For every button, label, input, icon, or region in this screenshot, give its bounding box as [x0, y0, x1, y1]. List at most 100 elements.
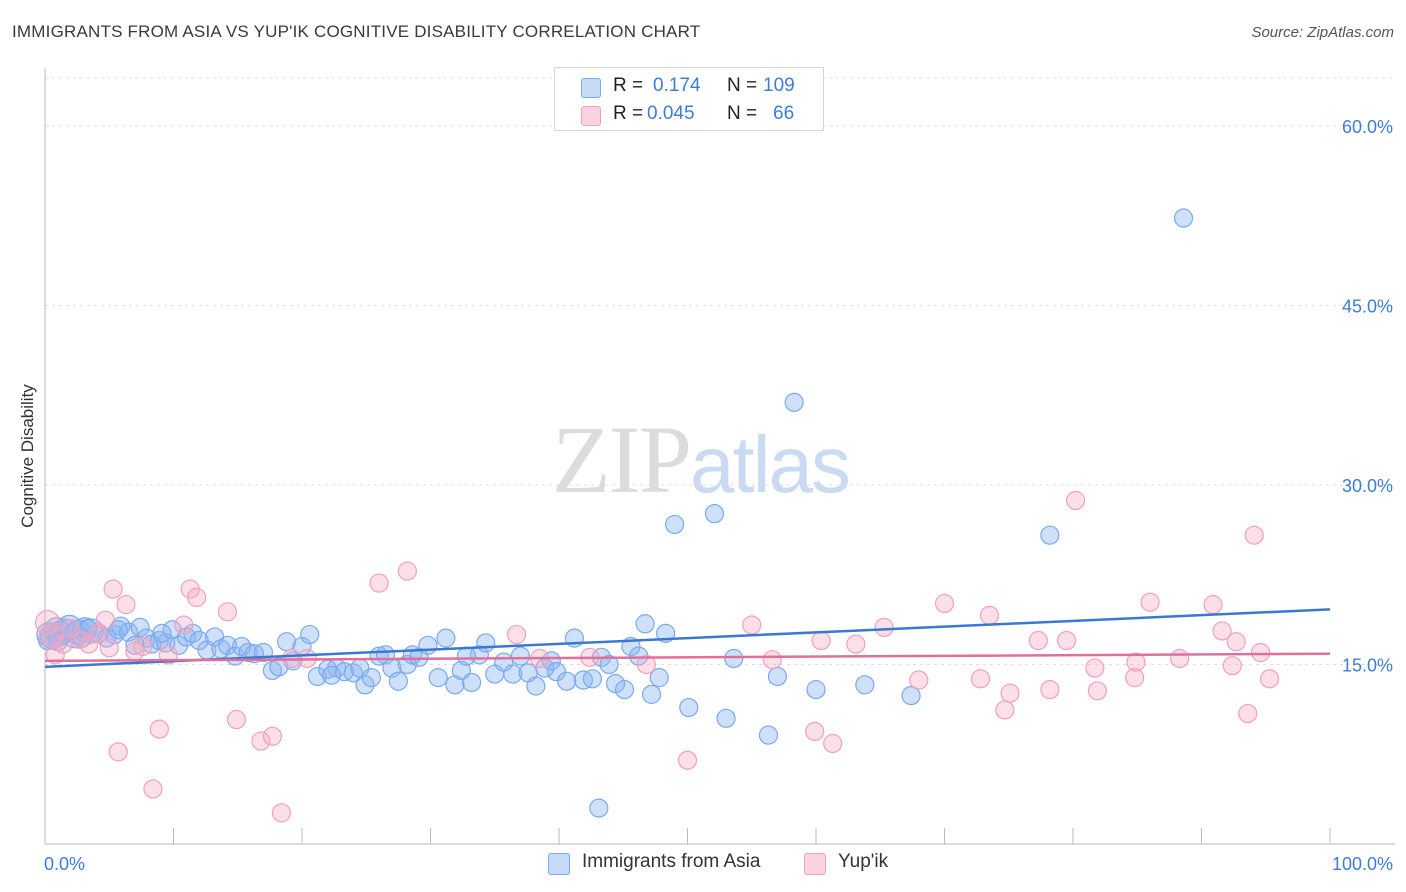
yupik-point [133, 636, 153, 657]
yupik-point [1000, 683, 1020, 703]
yupik-point [251, 731, 271, 751]
legend-swatch-yupik [804, 853, 826, 875]
asia-point [503, 664, 523, 684]
y-tick-label: 45.0% [1342, 296, 1393, 316]
legend-label-yupik: Yup'ik [838, 851, 889, 872]
yupik-point [103, 579, 123, 599]
y-axis-label: Cognitive Disability [18, 384, 37, 528]
asia-point [784, 392, 804, 412]
yupik-point [1125, 668, 1145, 688]
legend-r-label: R = [613, 75, 644, 96]
yupik-point [934, 593, 955, 614]
yupik-point [1056, 630, 1077, 651]
asia-point [462, 672, 482, 693]
asia-point [307, 666, 328, 687]
yupik-point [677, 750, 698, 770]
asia-point [361, 668, 381, 688]
asia-point [541, 651, 561, 671]
legend-n-label: N = [727, 75, 758, 96]
yupik-point [217, 602, 238, 622]
yupik-point [1226, 632, 1246, 652]
y-tick-label: 15.0% [1342, 655, 1393, 675]
yupik-point [636, 654, 656, 675]
asia-point [526, 676, 546, 696]
asia-point [189, 630, 209, 651]
yupik-point [1251, 642, 1271, 663]
yupik-point [38, 623, 65, 649]
yupik-point [970, 669, 991, 689]
yupik-point [979, 605, 1000, 625]
yupik-point [108, 742, 128, 762]
asia-point [418, 635, 438, 655]
yupik-point [1244, 525, 1264, 545]
yupik-point [506, 624, 527, 645]
legend-n-value: 109 [763, 75, 795, 96]
yupik-point [143, 779, 163, 799]
asia-point [456, 646, 477, 666]
legend-r-value: 0.045 [647, 103, 695, 124]
asia-point [108, 620, 128, 640]
source-label: Source: ZipAtlas.com [1251, 24, 1394, 41]
yupik-point [1126, 652, 1146, 672]
asia-point [582, 669, 603, 689]
asia-point [557, 671, 577, 691]
asia-point [901, 685, 921, 706]
asia-point [321, 665, 342, 685]
yupik-point [811, 630, 831, 651]
legend-label-asia: Immigrants from Asia [582, 851, 761, 872]
yupik-point [1140, 592, 1160, 612]
yupik-point [1028, 630, 1048, 651]
yupik-point [1170, 648, 1190, 669]
yupik-point [1040, 680, 1060, 700]
yupik-point [174, 615, 194, 635]
asia-point [1173, 208, 1194, 228]
yupik-point [271, 803, 292, 823]
yupik-point [846, 634, 866, 654]
asia-point [388, 671, 408, 691]
asia-point [510, 646, 531, 666]
x-tick-label: 100.0% [1332, 854, 1393, 874]
yupik-point [1238, 703, 1258, 724]
legend-n-value: 66 [773, 103, 795, 124]
asia-point [704, 504, 725, 524]
yupik-point [995, 700, 1015, 720]
asia-point [77, 618, 98, 639]
asia-point [262, 660, 283, 681]
asia-point [355, 675, 375, 695]
watermark-atlas: atlas [690, 420, 851, 509]
watermark-zip: ZIP [552, 406, 692, 513]
asia-point [599, 654, 619, 675]
yupik-point [805, 721, 825, 742]
yupik-point [762, 650, 782, 670]
legend-swatch-asia [548, 853, 570, 875]
y-tick-label: 60.0% [1342, 117, 1393, 137]
yupik-point [1260, 669, 1280, 689]
asia-point [635, 614, 655, 634]
x-tick-label: 0.0% [44, 854, 85, 874]
yupik-point [742, 615, 762, 635]
asia-point [649, 668, 669, 688]
asia-point [476, 633, 496, 653]
asia-point [665, 514, 685, 535]
asia-point [641, 684, 662, 704]
yupik-point [874, 617, 894, 637]
asia-point [546, 662, 567, 682]
yupik-trend-line [44, 652, 1331, 663]
yupik-point [226, 709, 247, 730]
legend-swatch-asia [581, 78, 601, 98]
asia-point [614, 680, 635, 700]
asia-point [176, 627, 196, 647]
asia-point [716, 708, 736, 728]
asia-point [130, 617, 150, 637]
legend-n-label: N = [727, 103, 758, 124]
asia-point [679, 697, 699, 718]
asia-point [1040, 525, 1060, 545]
asia-point [217, 635, 238, 655]
legend-row-yupik: R = 0.045 N = 66 [555, 101, 823, 129]
correlation-legend: R = 0.174 N = 109 R = 0.045 N = 66 [554, 67, 824, 131]
yupik-point [1222, 656, 1242, 676]
watermark: ZIPatlas [552, 404, 851, 515]
yupik-point [1212, 621, 1232, 641]
yupik-point [397, 561, 417, 581]
asia-point [125, 635, 145, 655]
